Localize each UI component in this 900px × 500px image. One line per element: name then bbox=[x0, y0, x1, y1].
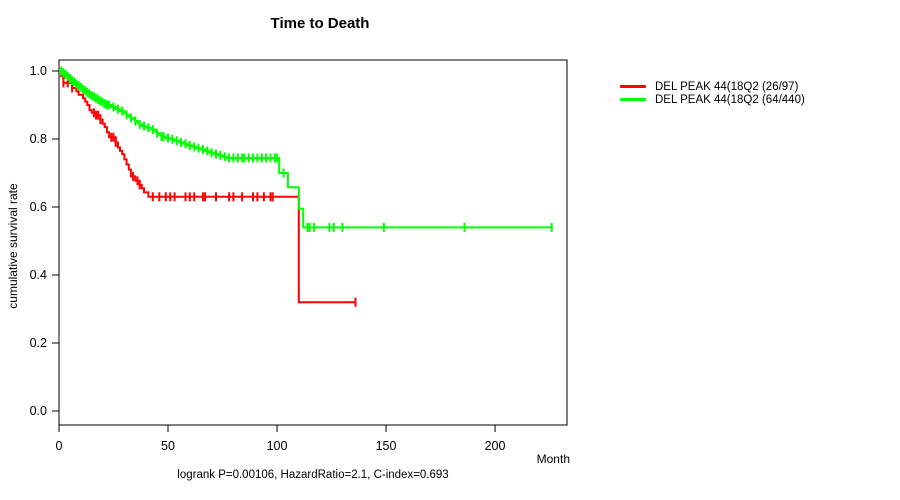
y-tick-label: 0.2 bbox=[30, 336, 47, 350]
x-tick-label: 150 bbox=[376, 439, 397, 453]
x-tick-label: 50 bbox=[161, 439, 175, 453]
x-axis-label: Month bbox=[536, 452, 570, 466]
legend-item-group2: DEL PEAK 44(18Q2 (64/440) bbox=[620, 93, 805, 106]
x-tick-label: 200 bbox=[485, 439, 506, 453]
chart-title: Time to Death bbox=[270, 15, 370, 32]
y-tick-label: 0.0 bbox=[30, 404, 47, 418]
y-tick-label: 0.6 bbox=[30, 200, 47, 214]
y-tick-label: 0.4 bbox=[30, 268, 47, 282]
legend-item-group1: DEL PEAK 44(18Q2 (26/97) bbox=[620, 80, 805, 93]
legend: DEL PEAK 44(18Q2 (26/97) DEL PEAK 44(18Q… bbox=[620, 80, 805, 106]
survival-curve-green bbox=[59, 70, 552, 229]
y-tick-label: 0.8 bbox=[30, 132, 47, 146]
x-tick-label: 0 bbox=[56, 439, 63, 453]
legend-line-green-icon bbox=[620, 98, 646, 101]
legend-label-group2: DEL PEAK 44(18Q2 (64/440) bbox=[655, 93, 805, 106]
legend-line-red-icon bbox=[620, 85, 646, 88]
legend-label-group1: DEL PEAK 44(18Q2 (26/97) bbox=[655, 80, 799, 93]
stats-annotation: logrank P=0.00106, HazardRatio=2.1, C-in… bbox=[177, 469, 449, 481]
y-tick-label: 1.0 bbox=[30, 64, 47, 78]
x-tick-label: 100 bbox=[267, 439, 288, 453]
plot-box bbox=[58, 59, 568, 426]
